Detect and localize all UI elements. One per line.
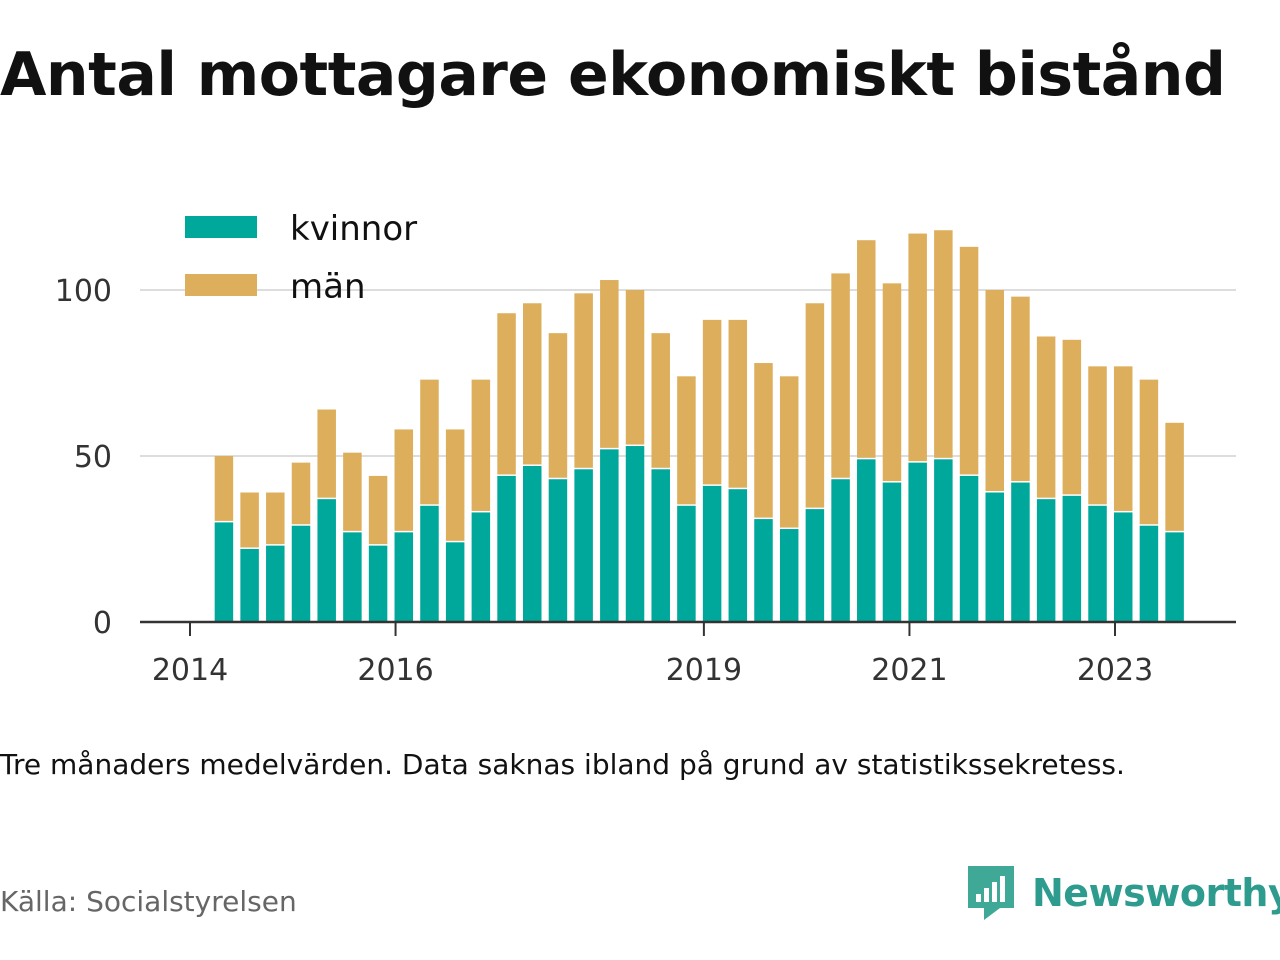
bar-kvinnor	[394, 532, 414, 622]
bar-man	[1165, 422, 1184, 531]
bar-man	[600, 280, 619, 448]
bar-man	[985, 290, 1004, 492]
bar-man	[959, 246, 979, 475]
bar-kvinnor	[600, 449, 619, 622]
bar-man	[1036, 336, 1056, 498]
chart-note: Tre månaders medelvärden. Data saknas ib…	[0, 748, 1125, 781]
bar-kvinnor	[1036, 499, 1056, 622]
bar-man	[934, 230, 953, 458]
bar-kvinnor	[728, 489, 748, 622]
bar-kvinnor	[497, 475, 516, 622]
bar-kvinnor	[420, 505, 439, 622]
bar-man	[779, 376, 799, 528]
bar-kvinnor	[1139, 525, 1159, 622]
bar-kvinnor	[651, 469, 670, 622]
chart-title: Antal mottagare ekonomiskt bistånd	[0, 40, 1226, 110]
y-tick-label: 100	[55, 274, 112, 309]
legend-label: män	[290, 267, 366, 307]
bar-kvinnor	[291, 525, 311, 622]
bar-kvinnor	[266, 545, 285, 622]
bar-man	[343, 452, 362, 531]
newsworthy-logo-icon	[968, 866, 1014, 920]
bar-kvinnor	[831, 479, 850, 622]
bar-kvinnor	[959, 475, 979, 622]
bar-man	[702, 319, 722, 485]
bar-man	[908, 233, 927, 462]
bar-man	[574, 293, 593, 468]
source-label: Källa: Socialstyrelsen	[0, 885, 297, 918]
bar-kvinnor	[1088, 505, 1107, 622]
bar-kvinnor	[523, 465, 542, 622]
x-tick-label: 2019	[666, 653, 742, 688]
bar-kvinnor	[805, 509, 825, 622]
bar-kvinnor	[1165, 532, 1184, 622]
bar-kvinnor	[934, 459, 953, 622]
bar-kvinnor	[317, 499, 336, 622]
bar-kvinnor	[368, 545, 388, 622]
bar-kvinnor	[240, 548, 259, 622]
bar-man	[1011, 296, 1030, 482]
bar-kvinnor	[754, 519, 773, 622]
bar-kvinnor	[857, 459, 876, 622]
bar-man	[471, 379, 491, 511]
bar-man	[857, 240, 876, 458]
bar-man	[1113, 366, 1133, 511]
bar-man	[651, 333, 670, 468]
bar-kvinnor	[1011, 482, 1030, 622]
bar-man	[1062, 339, 1082, 495]
bar-man	[677, 376, 696, 505]
bar-man	[805, 303, 825, 508]
bar-man	[728, 319, 748, 488]
brand-name: Newsworthy	[1032, 871, 1280, 915]
bar-kvinnor	[445, 542, 465, 622]
bar-kvinnor	[471, 512, 491, 622]
bar-kvinnor	[1062, 495, 1082, 622]
bar-man	[445, 429, 465, 541]
bar-kvinnor	[985, 492, 1004, 622]
bar-man	[317, 409, 336, 498]
legend-swatch	[185, 274, 257, 296]
legend-swatch	[185, 216, 257, 238]
bar-kvinnor	[214, 522, 234, 622]
brand-logo[interactable]: Newsworthy	[966, 864, 1280, 922]
bar-man	[291, 462, 311, 525]
bar-kvinnor	[779, 529, 799, 622]
bar-man	[1139, 379, 1159, 525]
x-tick-label: 2021	[871, 653, 947, 688]
bar-kvinnor	[625, 446, 645, 622]
bar-chart: 0 50 100 2014 2016 2019 2021 2023 kvinnor män	[55, 209, 1236, 688]
bar-man	[882, 283, 902, 482]
bar-man	[754, 363, 773, 518]
bar-kvinnor	[908, 462, 927, 622]
bar-kvinnor	[343, 532, 362, 622]
bar-man	[420, 379, 439, 505]
bar-man	[497, 313, 516, 475]
bar-man	[625, 290, 645, 445]
bar-kvinnor	[702, 485, 722, 622]
bar-man	[1088, 366, 1107, 505]
x-tick-label: 2016	[357, 653, 433, 688]
legend: kvinnor män	[185, 209, 417, 307]
y-tick-label: 0	[93, 606, 112, 641]
bar-kvinnor	[548, 479, 568, 622]
bar-kvinnor	[677, 505, 696, 622]
x-tick-label: 2014	[152, 653, 228, 688]
bar-man	[394, 429, 414, 531]
x-tick-label: 2023	[1077, 653, 1153, 688]
bar-man	[523, 303, 542, 465]
bar-kvinnor	[882, 482, 902, 622]
bar-man	[240, 492, 259, 548]
bar-man	[266, 492, 285, 545]
bar-man	[368, 475, 388, 545]
bar-man	[214, 456, 234, 521]
bar-kvinnor	[574, 469, 593, 622]
y-tick-label: 50	[74, 440, 112, 475]
bar-kvinnor	[1113, 512, 1133, 622]
bar-man	[548, 333, 568, 478]
axes: 0 50 100 2014 2016 2019 2021 2023	[55, 274, 1236, 688]
bars	[214, 230, 1184, 622]
legend-label: kvinnor	[290, 209, 417, 249]
bar-man	[831, 273, 850, 478]
